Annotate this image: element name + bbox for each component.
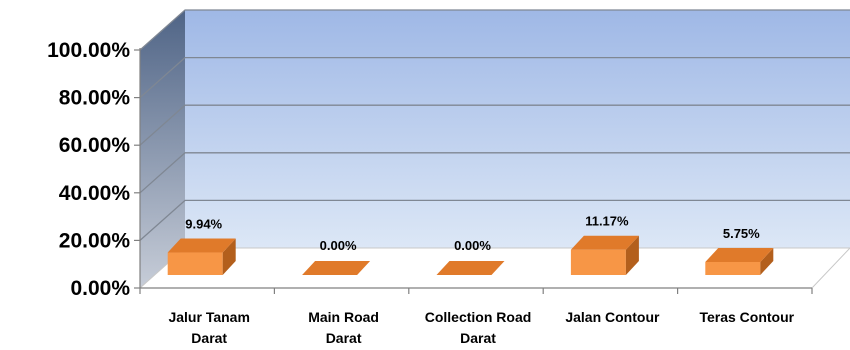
x-tick-label: Jalan Contour bbox=[565, 309, 660, 325]
x-tick-label-line: Darat bbox=[326, 330, 362, 346]
bar bbox=[302, 261, 371, 275]
gridline bbox=[139, 9, 850, 51]
y-tick-label: 20.00% bbox=[59, 229, 131, 252]
bar bbox=[705, 247, 774, 275]
chart-walls bbox=[138, 10, 850, 289]
x-tick-label-line: Jalan Contour bbox=[565, 309, 660, 325]
bar-side bbox=[222, 238, 236, 275]
data-label: 0.00% bbox=[320, 238, 357, 253]
x-tick-label-line: Collection Road bbox=[425, 309, 532, 325]
x-tick-label: Jalur Tanam Darat bbox=[168, 309, 249, 346]
bar-top bbox=[302, 261, 371, 275]
back-wall bbox=[185, 10, 850, 248]
bar-front bbox=[167, 252, 223, 275]
gridline bbox=[139, 56, 850, 99]
y-tick-label: 40.00% bbox=[59, 182, 131, 205]
bar-side bbox=[760, 247, 774, 275]
bar bbox=[436, 261, 505, 275]
x-tick-label-line: Jalur Tanam bbox=[168, 309, 249, 325]
bar-top bbox=[436, 261, 505, 275]
x-tick-label: Collection Road Darat bbox=[425, 309, 532, 346]
x-tick-label-line: Darat bbox=[191, 330, 227, 346]
gridline bbox=[139, 152, 850, 194]
data-label: 5.75% bbox=[723, 226, 760, 241]
data-label: 11.17% bbox=[585, 214, 629, 229]
y-tick-label: 100.00% bbox=[47, 39, 130, 62]
bar-front bbox=[570, 249, 626, 275]
data-label: 0.00% bbox=[454, 238, 491, 253]
gridline bbox=[139, 199, 850, 241]
bar-top bbox=[570, 235, 639, 250]
y-tick-label: 0.00% bbox=[70, 277, 130, 300]
data-label: 9.94% bbox=[185, 217, 222, 232]
bar-side bbox=[625, 235, 639, 275]
y-tick-label: 80.00% bbox=[59, 87, 131, 110]
gridline bbox=[139, 104, 850, 146]
bar-front bbox=[705, 261, 761, 275]
x-tick-label: Teras Contour bbox=[699, 309, 794, 325]
bar bbox=[167, 238, 236, 275]
y-tick-label: 60.00% bbox=[59, 134, 131, 157]
axes bbox=[134, 48, 813, 294]
gridlines bbox=[139, 9, 850, 241]
side-wall bbox=[140, 10, 185, 288]
bar-top bbox=[705, 247, 774, 262]
bar bbox=[570, 235, 639, 275]
x-tick-label: Main Road Darat bbox=[308, 309, 379, 346]
x-tick-label-line: Darat bbox=[460, 330, 496, 346]
x-tick-label-line: Teras Contour bbox=[699, 309, 794, 325]
data-labels: 9.94% 0.00% 0.00% 11.17% 5.75% bbox=[185, 214, 760, 253]
x-tick-label-line: Main Road bbox=[308, 309, 379, 325]
y-axis-ticks: 0.00% 20.00% 40.00% 60.00% 80.00% 100.00% bbox=[47, 39, 130, 300]
bar-top bbox=[167, 238, 236, 253]
bars bbox=[167, 235, 774, 275]
